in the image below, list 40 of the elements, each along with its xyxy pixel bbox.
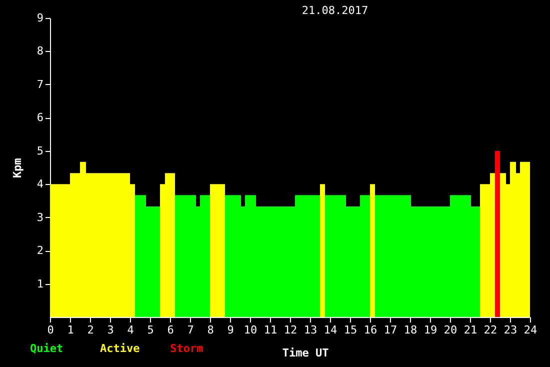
y-tick-label: 3 — [36, 210, 44, 224]
x-tick-label: 24 — [524, 324, 538, 336]
x-tick-label: 7 — [187, 324, 194, 336]
x-tick-label: 16 — [364, 324, 378, 336]
x-tick-label: 11 — [264, 324, 278, 336]
x-tick-label: 10 — [244, 324, 258, 336]
x-tick-label: 17 — [384, 324, 398, 336]
text: Quiet — [30, 342, 64, 355]
x-tick-label: 21 — [464, 324, 478, 336]
x-axis-title: Time UT — [282, 346, 330, 360]
x-tick-label: 20 — [444, 324, 458, 336]
y-tick-label: 6 — [36, 111, 44, 124]
x-tick-label: 8 — [207, 324, 214, 336]
x-tick-label: 12 — [284, 324, 298, 336]
x-tick-label: 14 — [324, 324, 338, 336]
y-tick-label: 8 — [36, 44, 44, 58]
x-tick-label: 15 — [344, 324, 358, 336]
chart-title: 21.08.2017 — [302, 4, 368, 17]
x-tick-label: 6 — [167, 324, 174, 336]
x-tick-label: 1 — [67, 324, 74, 336]
x-tick-label: 0 — [47, 324, 54, 336]
x-tick-label: 23 — [504, 324, 518, 336]
x-tick-label: 3 — [107, 324, 114, 336]
y-tick-label: 2 — [36, 244, 44, 258]
x-tick-label: 2 — [87, 324, 94, 336]
x-tick-label: 22 — [484, 324, 498, 336]
y-tick-label: 9 — [36, 12, 44, 24]
x-tick-label: 19 — [424, 324, 438, 336]
y-tick-label: 4 — [36, 178, 44, 191]
text: Active — [100, 342, 140, 355]
y-tick-label: 1 — [36, 277, 44, 290]
x-tick-label: 13 — [304, 324, 318, 336]
x-tick-label: 18 — [404, 324, 418, 336]
y-axis-title: Kpm — [10, 158, 24, 178]
x-tick-label: 9 — [227, 324, 234, 336]
y-tick-label: 5 — [36, 144, 44, 158]
y-tick-label: 7 — [36, 78, 44, 91]
text: Storm — [170, 342, 204, 355]
x-tick-label: 4 — [127, 324, 134, 336]
x-tick-label: 5 — [147, 324, 154, 336]
